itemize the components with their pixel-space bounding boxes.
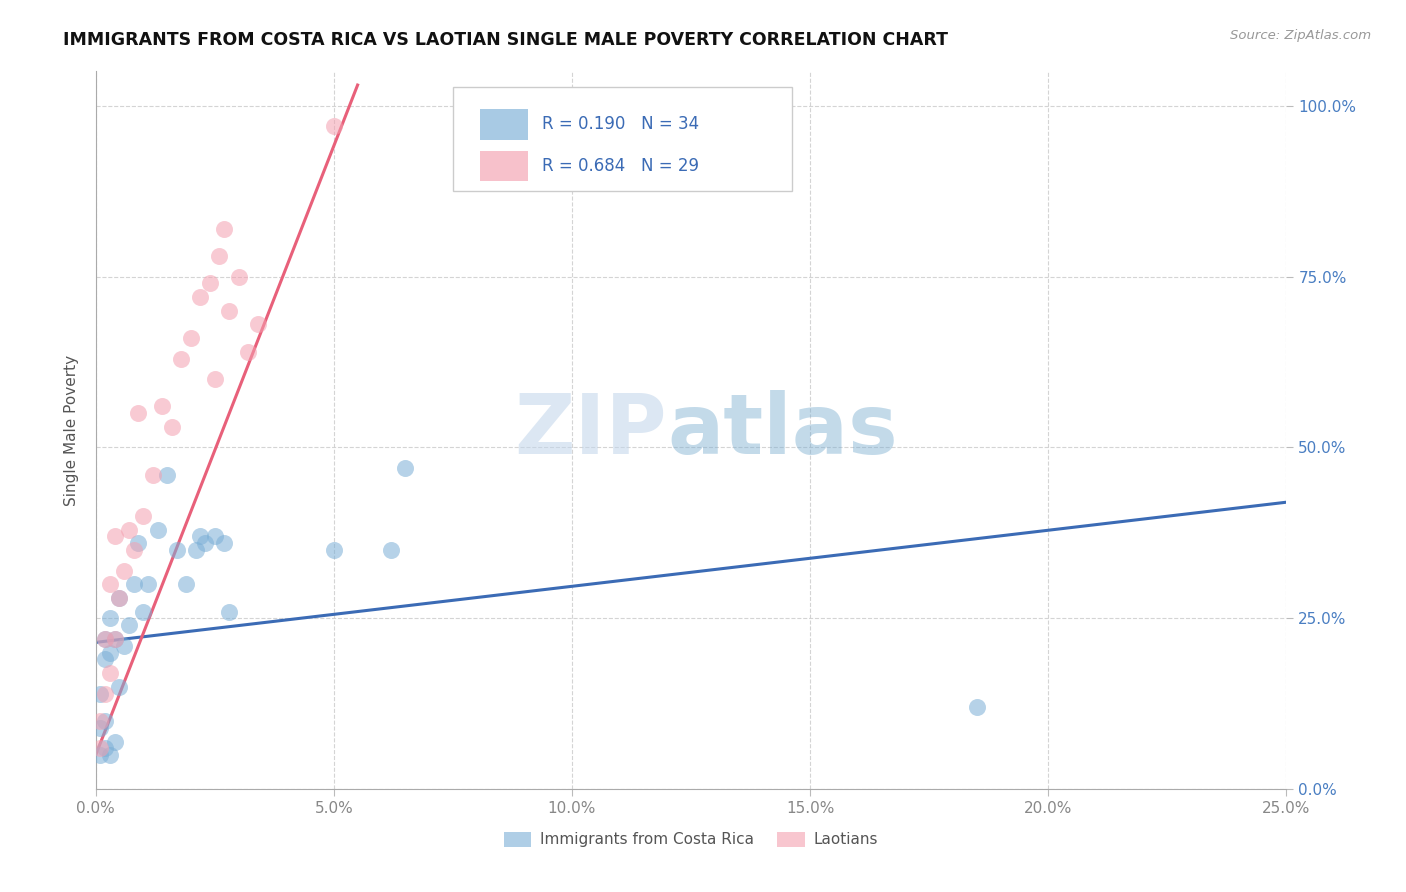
Point (236, 344, 259, 359)
Point (194, 536, 217, 550)
Point (94, 632, 117, 646)
Point (156, 467, 179, 482)
Text: R = 0.190   N = 34: R = 0.190 N = 34 (543, 115, 699, 134)
Point (190, 290, 212, 304)
Point (94, 632, 117, 646)
Point (89, 721, 111, 735)
Point (160, 420, 183, 434)
Point (122, 577, 145, 591)
Point (98, 611, 121, 625)
Point (112, 639, 135, 653)
Point (166, 543, 188, 558)
Point (146, 523, 169, 537)
Point (212, 536, 235, 550)
Text: atlas: atlas (668, 390, 898, 471)
Point (104, 632, 127, 646)
Point (170, 351, 193, 366)
Point (94, 652, 117, 666)
Point (322, 543, 344, 558)
Point (150, 400, 173, 414)
Point (322, 119, 344, 133)
Point (94, 687, 117, 701)
Point (394, 461, 416, 475)
Point (218, 605, 240, 619)
Point (122, 543, 145, 558)
Point (94, 714, 117, 728)
FancyBboxPatch shape (481, 110, 527, 139)
Point (208, 249, 231, 263)
Legend: Immigrants from Costa Rica, Laotians: Immigrants from Costa Rica, Laotians (498, 826, 884, 854)
Point (104, 632, 127, 646)
Point (132, 605, 155, 619)
Point (118, 618, 141, 632)
Point (98, 666, 121, 681)
Point (104, 529, 127, 543)
Point (98, 577, 121, 591)
Point (104, 734, 127, 748)
Point (204, 529, 226, 543)
Text: IMMIGRANTS FROM COSTA RICA VS LAOTIAN SINGLE MALE POVERTY CORRELATION CHART: IMMIGRANTS FROM COSTA RICA VS LAOTIAN SI… (63, 31, 948, 49)
Point (108, 591, 131, 605)
Point (127, 536, 149, 550)
Text: R = 0.684   N = 29: R = 0.684 N = 29 (543, 157, 699, 175)
Point (184, 543, 207, 558)
Point (180, 331, 202, 345)
Text: Source: ZipAtlas.com: Source: ZipAtlas.com (1230, 29, 1371, 43)
Point (89, 741, 111, 756)
Y-axis label: Single Male Poverty: Single Male Poverty (63, 355, 79, 506)
Point (212, 221, 235, 235)
Point (127, 406, 149, 420)
Point (190, 529, 212, 543)
Text: ZIP: ZIP (515, 390, 668, 471)
Point (89, 714, 111, 728)
Point (98, 646, 121, 660)
Point (136, 577, 159, 591)
Point (198, 277, 221, 291)
FancyBboxPatch shape (481, 151, 527, 181)
Point (246, 318, 269, 332)
Point (108, 680, 131, 694)
Point (142, 467, 165, 482)
Point (204, 372, 226, 386)
Point (94, 741, 117, 756)
Point (89, 748, 111, 763)
Point (112, 564, 135, 578)
Point (108, 591, 131, 605)
Point (89, 687, 111, 701)
FancyBboxPatch shape (453, 87, 792, 191)
Point (380, 543, 402, 558)
Point (118, 523, 141, 537)
Point (228, 269, 250, 284)
Point (218, 303, 240, 318)
Point (132, 508, 155, 523)
Point (98, 748, 121, 763)
Point (966, 700, 988, 714)
Point (174, 577, 197, 591)
